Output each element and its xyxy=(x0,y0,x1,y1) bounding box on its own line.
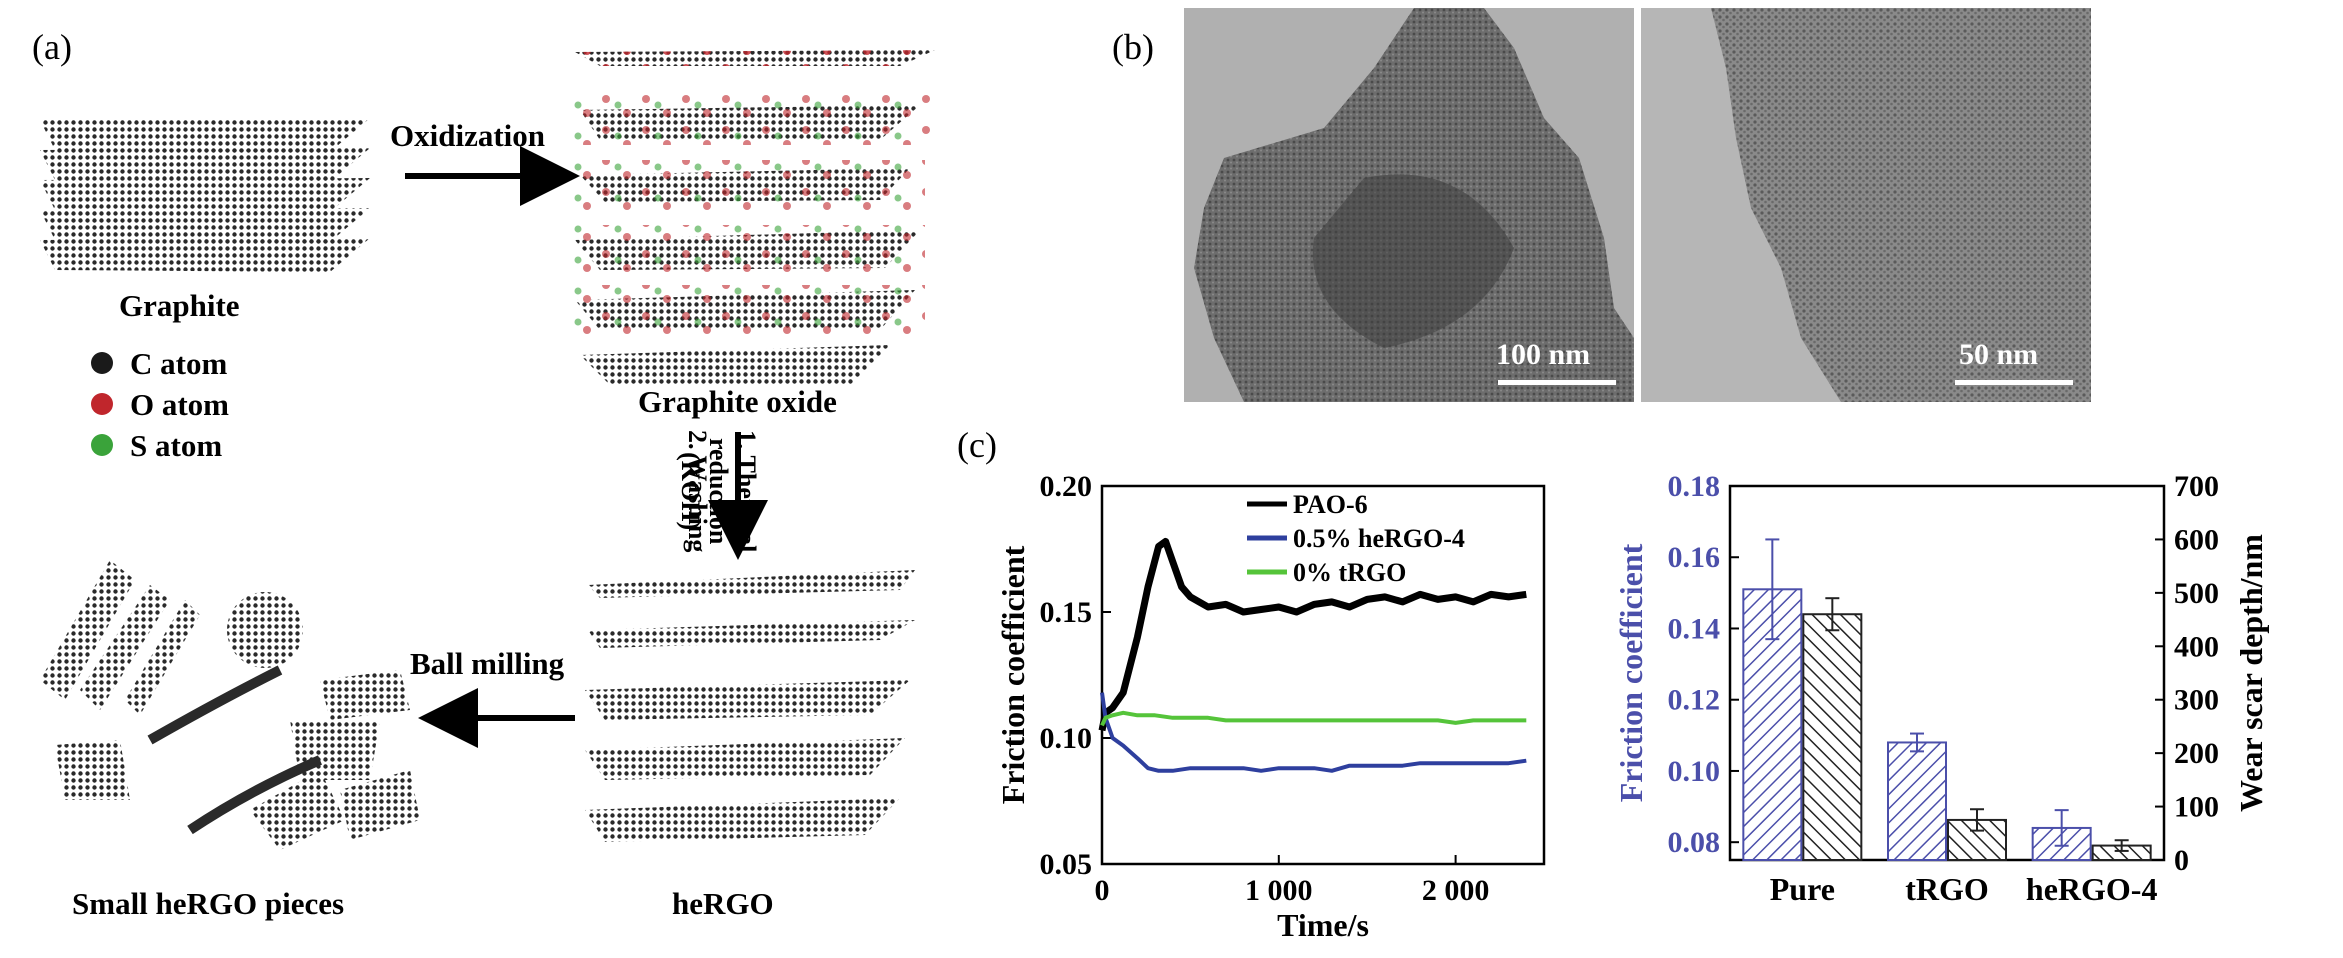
legend-label-1: PAO-6 xyxy=(1293,490,1368,519)
x-tick-label: 1 000 xyxy=(1245,874,1313,907)
s-atom-dot xyxy=(91,434,113,456)
ball-milling-label: Ball milling xyxy=(410,646,565,681)
plot-frame xyxy=(1100,484,1546,866)
o-atom-dot xyxy=(91,393,113,415)
y-tick-label: 0.20 xyxy=(1040,470,1093,503)
right-y-tick-label: 200 xyxy=(2174,737,2219,770)
panel-a-label: (a) xyxy=(32,27,72,67)
tem-image-high-mag: 50 nm xyxy=(1641,8,2091,402)
y-tick-label: 0.05 xyxy=(1040,848,1093,881)
graphite-stack-illustration xyxy=(40,118,370,272)
legend-c-atom: C atom xyxy=(130,346,228,381)
legend-o-atom: O atom xyxy=(130,387,230,422)
x-tick-label: 0 xyxy=(1095,874,1110,907)
y-tick-label: 0.10 xyxy=(1040,722,1093,755)
right-y-tick-label: 300 xyxy=(2174,684,2219,717)
legend-s-atom: S atom xyxy=(130,428,223,463)
y-axis-label: Friction coefficient xyxy=(1000,545,1031,804)
graphite-oxide-label: Graphite oxide xyxy=(638,384,837,419)
left-y-tick-label: 0.10 xyxy=(1668,755,1721,788)
panel-c-label: (c) xyxy=(957,425,997,465)
small-pieces-label: Small heRGO pieces xyxy=(72,886,345,921)
series-line-3 xyxy=(1100,710,1527,727)
left-y-tick-label: 0.12 xyxy=(1668,684,1721,717)
y-tick-label: 0.15 xyxy=(1040,596,1093,629)
right-y-tick-label: 0 xyxy=(2174,844,2189,877)
left-y-tick-label: 0.18 xyxy=(1668,470,1721,503)
right-y-axis-label: Wear scar depth/nm xyxy=(2233,534,2269,812)
left-y-axis-label: Friction coefficient xyxy=(1613,543,1649,802)
washing-label: 2. Washing xyxy=(683,430,712,553)
left-y-tick-label: 0.16 xyxy=(1668,541,1721,574)
left-y-tick-label: 0.08 xyxy=(1668,826,1721,859)
scale-bar-50nm xyxy=(1955,380,2073,385)
x-axis-label: Time/s xyxy=(1277,907,1369,943)
tem-image-low-mag: 100 nm xyxy=(1184,8,1634,402)
right-y-tick-label: 600 xyxy=(2174,523,2219,556)
wear-bar-pure xyxy=(1802,613,1863,861)
hergo-stack-illustration xyxy=(585,570,915,842)
scale-bar-100nm xyxy=(1498,380,1616,385)
graphite-oxide-stack-illustration xyxy=(570,50,935,385)
friction-time-line-chart: 0.05 0.10 0.15 0.20 0 1 000 2 000 Time/s Frictio… xyxy=(1000,470,1546,943)
right-y-tick-label: 500 xyxy=(2174,577,2219,610)
friction-wear-bar-chart: 0.08 0.10 0.12 0.14 0.16 0.18 0 100 200 300 400 500… xyxy=(1613,470,2269,907)
x-tick-label: 2 000 xyxy=(1422,874,1490,907)
scale-label-100nm: 100 nm xyxy=(1496,338,1591,371)
category-label-pure: Pure xyxy=(1770,871,1835,907)
series-line-1 xyxy=(1098,537,1527,732)
graphite-label: Graphite xyxy=(119,288,240,323)
schematic-illustration xyxy=(40,50,935,850)
atom-legend-dots xyxy=(91,352,113,456)
category-label-hergo-4: heRGO-4 xyxy=(2026,871,2158,907)
c-atom-dot xyxy=(91,352,113,374)
legend-label-3: 0% tRGO xyxy=(1293,558,1406,587)
category-label-trgo: tRGO xyxy=(1905,871,1989,907)
legend-label-2: 0.5% heRGO-4 xyxy=(1293,524,1465,553)
friction-bar-trgo xyxy=(1887,741,1947,862)
oxidization-label: Oxidization xyxy=(390,118,546,153)
right-y-tick-label: 400 xyxy=(2174,630,2219,663)
small-hergo-pieces-illustration xyxy=(40,560,420,850)
right-y-tick-label: 100 xyxy=(2174,791,2219,824)
series-line-2 xyxy=(1100,692,1527,773)
right-y-tick-label: 700 xyxy=(2174,470,2219,503)
hergo-label: heRGO xyxy=(672,886,774,921)
scale-label-50nm: 50 nm xyxy=(1959,338,2039,371)
panel-b-label: (b) xyxy=(1112,27,1154,67)
left-y-tick-label: 0.14 xyxy=(1668,612,1721,645)
